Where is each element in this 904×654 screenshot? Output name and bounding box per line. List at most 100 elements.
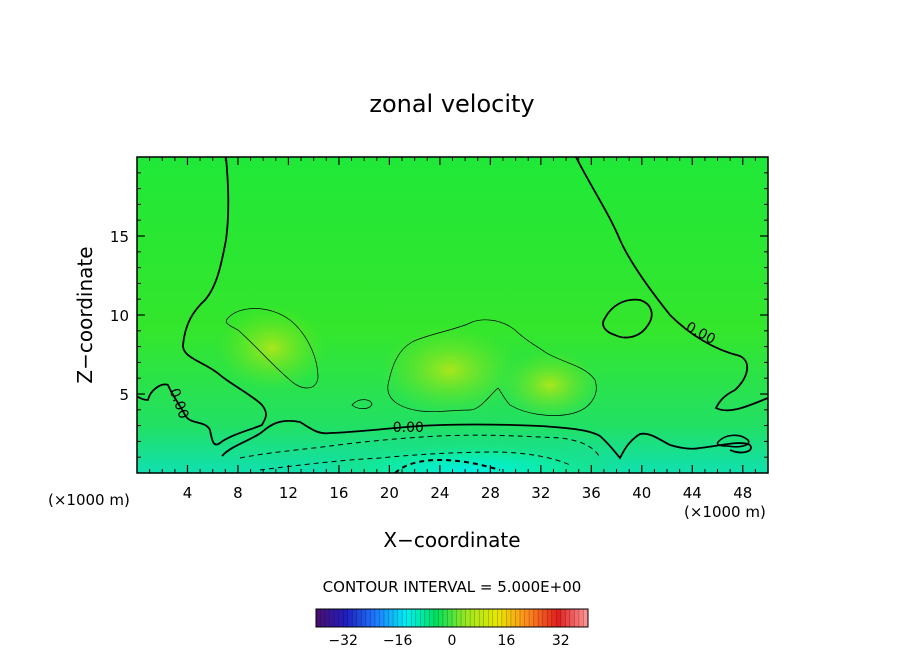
colorbar-segment: [583, 609, 589, 627]
x-tick-label: 48: [733, 484, 752, 502]
colorbar-segment: [388, 609, 394, 627]
colorbar-segment: [510, 609, 516, 627]
colorbar-segment: [325, 609, 330, 627]
chart-title: zonal velocity: [369, 90, 534, 118]
colorbar-segment: [393, 609, 398, 627]
colorbar-tick-label: −32: [328, 633, 358, 649]
contour-negative: [239, 434, 601, 459]
warm-region: [217, 306, 327, 390]
colorbar-segment: [447, 609, 453, 627]
colorbar: −32 −16 0 16 32: [315, 608, 589, 649]
colorbar-segment: [501, 609, 507, 627]
colorbar-segment: [515, 609, 521, 627]
colorbar-segment: [438, 609, 444, 627]
colorbar-segment: [352, 609, 358, 627]
colorbar-segment: [520, 609, 525, 627]
colorbar-segment: [533, 609, 539, 627]
contour-negative: [394, 458, 501, 473]
colorbar-segment: [574, 609, 580, 627]
x-tick-label: 44: [683, 484, 702, 502]
colorbar-segment: [452, 609, 457, 627]
colorbar-segment: [365, 609, 371, 627]
contour-interval-text: CONTOUR INTERVAL = 5.000E+00: [323, 578, 582, 596]
x-unit-left: (×1000 m): [48, 491, 130, 509]
x-tick-label: 36: [582, 484, 601, 502]
contour-positive: [225, 308, 319, 389]
contour-zero-bottom: [221, 419, 752, 460]
colorbar-segment: [433, 609, 439, 627]
colorbar-tick-label: −16: [383, 633, 413, 649]
x-tick-label: 40: [632, 484, 651, 502]
y-tick-label: 5: [119, 386, 129, 404]
colorbar-segment: [488, 609, 494, 627]
x-axis-label: X−coordinate: [383, 528, 520, 552]
contour-label: 0.00: [393, 420, 424, 436]
colorbar-segment: [565, 609, 571, 627]
colorbar-tick-label: 32: [552, 633, 570, 649]
colorbar-segment: [329, 609, 335, 627]
contour-zero-small: [716, 434, 750, 448]
colorbar-segment: [338, 609, 344, 627]
colorbar-segment: [560, 609, 566, 627]
colorbar-segment: [374, 609, 380, 627]
colorbar-segment: [320, 609, 326, 627]
cold-region: [320, 442, 620, 473]
plot-area: [137, 157, 768, 473]
colorbar-segment: [461, 609, 466, 627]
colorbar-segment: [370, 609, 376, 627]
x-tick-label: 24: [430, 484, 449, 502]
colorbar-segment: [406, 609, 412, 627]
x-tick-label: 16: [329, 484, 348, 502]
contour-zero-blob: [602, 298, 653, 339]
colorbar-segment: [465, 609, 471, 627]
colorbar-segment: [506, 609, 512, 627]
warm-region: [500, 350, 600, 420]
x-tick-label: 8: [233, 484, 243, 502]
colorbar-segment: [474, 609, 480, 627]
colorbar-segment: [402, 609, 407, 627]
colorbar-segment: [492, 609, 498, 627]
colorbar-segment: [456, 609, 462, 627]
x-tick-label: 28: [481, 484, 500, 502]
colorbar-segment: [316, 609, 321, 627]
colorbar-segment: [497, 609, 503, 627]
x-tick-label: 20: [380, 484, 399, 502]
colorbar-segment: [470, 609, 475, 627]
y-tick-label: 15: [110, 228, 129, 246]
colorbar-segment: [334, 609, 339, 627]
y-tick-label: 10: [110, 307, 129, 325]
colorbar-segment: [542, 609, 548, 627]
colorbar-segment: [483, 609, 489, 627]
contour-zero-right: [575, 157, 768, 412]
colorbar-segment: [529, 609, 534, 627]
colorbar-segment: [343, 609, 349, 627]
y-axis: 5 10 15: [110, 172, 768, 458]
colorbar-segment: [442, 609, 448, 627]
colorbar-segment: [429, 609, 435, 627]
colorbar-segment: [384, 609, 389, 627]
colorbar-segment: [524, 609, 530, 627]
colorbar-segment: [538, 609, 543, 627]
x-tick-label: 32: [531, 484, 550, 502]
contour-zero-left: [137, 157, 267, 446]
colorbar-segment: [361, 609, 367, 627]
colorbar-segment: [547, 609, 553, 627]
colorbar-segment: [556, 609, 562, 627]
colorbar-segment: [420, 609, 426, 627]
contour-negative: [259, 451, 571, 471]
colorbar-segment: [479, 609, 485, 627]
colorbar-segment: [415, 609, 421, 627]
colorbar-tick-label: 16: [497, 633, 515, 649]
contour-positive: [387, 319, 597, 416]
colorbar-frame: [315, 608, 589, 628]
x-tick-label: 4: [183, 484, 193, 502]
colorbar-segment: [356, 609, 362, 627]
x-tick-label: 12: [279, 484, 298, 502]
colorbar-segment: [424, 609, 430, 627]
x-unit-right: (×1000 m): [684, 503, 766, 521]
warm-region: [380, 325, 520, 415]
colorbar-segment: [578, 609, 584, 627]
x-axis: 4 8 12 16 20 24 28 32 36 40 44 48: [149, 157, 756, 502]
colorbar-tick-label: 0: [448, 633, 457, 649]
